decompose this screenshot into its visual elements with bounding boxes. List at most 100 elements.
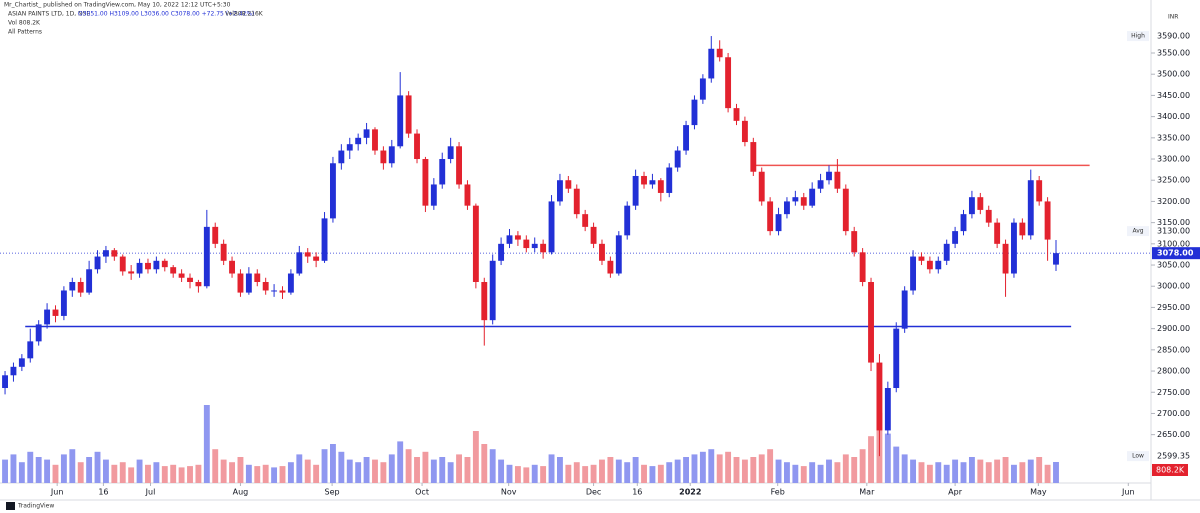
volume-bar xyxy=(338,451,345,483)
volume-bar xyxy=(632,457,639,483)
candle-body xyxy=(77,281,84,293)
price-mark-box xyxy=(1153,30,1199,43)
currency: INR xyxy=(1168,14,1178,21)
price-mark-tag xyxy=(1127,451,1149,462)
volume-bar xyxy=(725,451,732,483)
candle-body xyxy=(363,129,370,138)
last-volume-box xyxy=(1152,464,1188,476)
candle-body xyxy=(590,226,597,244)
volume-bar xyxy=(977,459,984,483)
y-tick-label: 2650.00 xyxy=(1157,430,1190,439)
candle-body xyxy=(842,188,849,232)
candle-body xyxy=(321,218,328,261)
x-tick-label: Nov xyxy=(501,488,517,497)
volume-bar xyxy=(498,459,505,483)
candle-body xyxy=(430,184,437,206)
volume-bar xyxy=(582,466,589,483)
price-mark-box xyxy=(1153,225,1199,238)
volume-bar xyxy=(414,457,420,483)
candle-body xyxy=(372,129,378,151)
candle-body xyxy=(985,209,992,223)
volume-bar xyxy=(355,462,362,483)
volume-bar xyxy=(607,457,614,483)
candle-body xyxy=(523,239,530,249)
volume-bar xyxy=(86,457,93,483)
candle-body xyxy=(792,197,799,202)
volume-bar xyxy=(531,464,538,483)
volume-bar xyxy=(851,457,858,483)
volume-bar xyxy=(540,466,547,483)
price-mark-label: 3130.00 xyxy=(1157,227,1190,236)
volume-bar xyxy=(733,457,740,483)
candle-body xyxy=(893,328,900,389)
volume-bar xyxy=(195,464,202,483)
candle-body xyxy=(1019,222,1026,236)
price-mark-tag xyxy=(1127,226,1149,237)
candle-body xyxy=(237,273,244,293)
candle-body xyxy=(1002,243,1009,274)
volume-bar xyxy=(708,449,715,483)
candle-body xyxy=(666,167,673,193)
candle-body xyxy=(1044,201,1051,240)
candle-body xyxy=(86,269,93,293)
candle-body xyxy=(952,231,959,244)
candle-body xyxy=(926,260,933,270)
candle-body xyxy=(506,235,513,244)
candle-body xyxy=(1027,180,1034,236)
volume-bar xyxy=(1019,462,1026,483)
volume-bar xyxy=(910,459,917,483)
brand: TradingView xyxy=(17,503,54,510)
candle-body xyxy=(1036,180,1043,202)
volume-bar xyxy=(363,457,370,483)
volume-bar xyxy=(952,459,959,483)
volume-legend: Vol808.216K xyxy=(225,11,264,18)
candle-body xyxy=(145,262,151,270)
x-tick-label: 16 xyxy=(632,488,642,497)
candle-body xyxy=(35,324,42,342)
candle-body xyxy=(254,273,261,282)
volume-bar xyxy=(170,464,177,483)
volume-bar xyxy=(229,462,235,483)
volume-bar xyxy=(153,462,160,483)
volume-bar xyxy=(800,466,807,483)
candle-body xyxy=(170,267,177,274)
candle-body xyxy=(750,142,757,172)
volume-bar xyxy=(935,462,942,483)
volume-bar xyxy=(464,457,471,483)
volume-bar xyxy=(69,449,76,483)
candle-body xyxy=(683,125,690,151)
volume-bar xyxy=(641,464,647,483)
price-mark-tag xyxy=(1127,31,1149,42)
volume-bar xyxy=(178,467,185,483)
volume-bar xyxy=(868,436,874,483)
volume-bar xyxy=(514,466,521,483)
volume-bar xyxy=(447,462,454,483)
published-note: Mr_Chartist_ published on TradingView.co… xyxy=(4,2,231,9)
candle-body xyxy=(27,341,34,359)
candle-body xyxy=(203,226,210,287)
volume-bar xyxy=(741,459,748,483)
candle-body xyxy=(557,180,563,202)
volume-bar xyxy=(60,454,67,483)
candle-body xyxy=(758,171,765,202)
x-tick-label: Feb xyxy=(771,488,785,497)
volume-bar xyxy=(119,462,126,483)
candle-body xyxy=(187,277,193,282)
candle-body xyxy=(245,273,252,293)
candle-body xyxy=(472,205,479,282)
indicator: All Patterns xyxy=(8,29,42,36)
volume-bar xyxy=(758,454,765,483)
volume-bar xyxy=(212,449,219,483)
y-tick-label: 3400.00 xyxy=(1157,112,1190,121)
last-price-box xyxy=(1152,247,1200,260)
y-tick-label: 3250.00 xyxy=(1157,176,1190,185)
candle-body xyxy=(2,375,8,389)
volume-bar xyxy=(128,467,135,483)
volume-bar xyxy=(35,457,42,483)
volume-bar xyxy=(187,466,193,483)
volume-bar xyxy=(859,449,866,483)
candle-body xyxy=(439,159,446,185)
y-tick-label: 2850.00 xyxy=(1157,345,1190,354)
x-tick-label: 2022 xyxy=(679,488,701,497)
candle-body xyxy=(540,243,547,253)
